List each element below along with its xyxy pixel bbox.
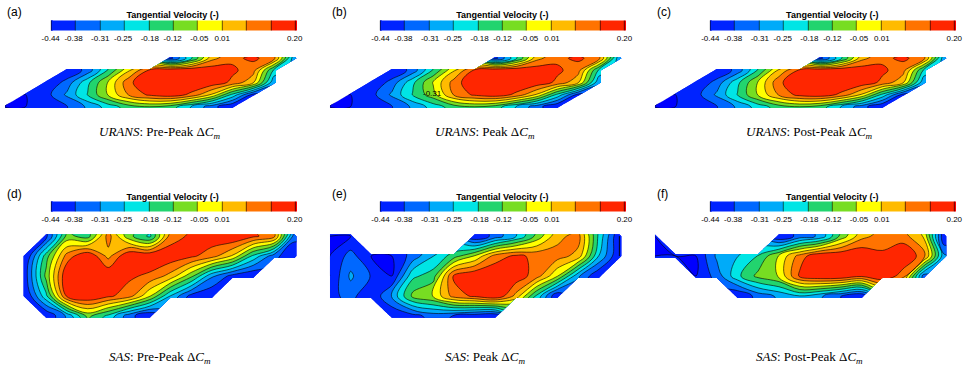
svg-text:-0.31: -0.31 [91, 215, 110, 224]
svg-text:-0.05: -0.05 [850, 215, 869, 224]
svg-text:0.20: 0.20 [946, 34, 962, 43]
svg-text:-0.44: -0.44 [42, 215, 61, 224]
svg-text:-0.38: -0.38 [724, 215, 743, 224]
svg-text:Tangential Velocity (-): Tangential Velocity (-) [456, 192, 548, 202]
svg-text:-0.44: -0.44 [42, 34, 61, 43]
svg-text:-0.25: -0.25 [114, 215, 133, 224]
svg-text:-0.25: -0.25 [114, 34, 133, 43]
svg-text:-0.05: -0.05 [520, 215, 539, 224]
svg-text:(e): (e) [332, 187, 347, 201]
svg-text:0.20: 0.20 [287, 34, 303, 43]
svg-text:(b): (b) [332, 5, 347, 19]
svg-text:-0.31: -0.31 [91, 34, 110, 43]
svg-text:0.01: 0.01 [544, 215, 560, 224]
svg-text:-0.25: -0.25 [444, 34, 463, 43]
svg-text:-0.05: -0.05 [190, 34, 209, 43]
svg-text:SAS: Post-Peak ΔC​m​: SAS: Post-Peak ΔC​m​ [756, 349, 863, 366]
svg-text:-0.25: -0.25 [774, 34, 793, 43]
svg-text:-0.18: -0.18 [800, 215, 819, 224]
svg-text:-0.12: -0.12 [164, 34, 183, 43]
svg-text:-0.31: -0.31 [421, 215, 440, 224]
svg-text:-0.12: -0.12 [823, 34, 842, 43]
svg-text:0.20: 0.20 [287, 215, 303, 224]
svg-text:0.20: 0.20 [617, 215, 633, 224]
svg-text:Tangential Velocity (-): Tangential Velocity (-) [126, 192, 218, 202]
svg-text:(a): (a) [7, 5, 22, 19]
svg-text:-0.38: -0.38 [724, 34, 743, 43]
svg-text:0.01: 0.01 [544, 34, 560, 43]
svg-text:URANS: Post-Peak ΔC​m​: URANS: Post-Peak ΔC​m​ [746, 124, 873, 141]
svg-text:-0.31: -0.31 [751, 34, 770, 43]
svg-text:-0.44: -0.44 [701, 34, 720, 43]
svg-text:-0.38: -0.38 [394, 34, 413, 43]
svg-text:-0.25: -0.25 [774, 215, 793, 224]
svg-text:-0.18: -0.18 [141, 34, 160, 43]
svg-text:SAS: Pre-Peak ΔC​m​: SAS: Pre-Peak ΔC​m​ [109, 349, 211, 366]
svg-text:URANS: Peak ΔC​m​: URANS: Peak ΔC​m​ [435, 124, 535, 141]
svg-text:-0.05: -0.05 [850, 34, 869, 43]
svg-text:(f): (f) [657, 187, 668, 201]
svg-text:0.01: 0.01 [874, 215, 890, 224]
svg-text:-0.44: -0.44 [371, 34, 390, 43]
svg-text:(c): (c) [657, 5, 671, 19]
svg-text:0.01: 0.01 [214, 34, 230, 43]
svg-text:-0.38: -0.38 [64, 215, 83, 224]
svg-text:-0.44: -0.44 [371, 215, 390, 224]
svg-text:-0.18: -0.18 [800, 34, 819, 43]
svg-text:-0.31: -0.31 [423, 89, 442, 98]
svg-text:Tangential Velocity (-): Tangential Velocity (-) [126, 10, 218, 20]
svg-text:Tangential Velocity (-): Tangential Velocity (-) [786, 192, 878, 202]
svg-text:0.01: 0.01 [874, 34, 890, 43]
svg-text:-0.31: -0.31 [751, 215, 770, 224]
svg-text:0.01: 0.01 [214, 215, 230, 224]
svg-text:-0.44: -0.44 [701, 215, 720, 224]
svg-text:-0.31: -0.31 [421, 34, 440, 43]
svg-text:(d): (d) [7, 187, 22, 201]
svg-text:-0.38: -0.38 [394, 215, 413, 224]
svg-text:-0.25: -0.25 [444, 215, 463, 224]
svg-text:-0.12: -0.12 [493, 34, 512, 43]
svg-text:Tangential Velocity (-): Tangential Velocity (-) [456, 10, 548, 20]
svg-text:-0.18: -0.18 [141, 215, 160, 224]
svg-text:URANS: Pre-Peak ΔC​m​: URANS: Pre-Peak ΔC​m​ [99, 124, 221, 141]
svg-text:0.20: 0.20 [617, 34, 633, 43]
svg-text:-0.18: -0.18 [470, 215, 489, 224]
svg-text:SAS: Peak ΔC​m​: SAS: Peak ΔC​m​ [445, 349, 525, 366]
svg-text:-0.05: -0.05 [190, 215, 209, 224]
svg-text:-0.05: -0.05 [520, 34, 539, 43]
svg-text:-0.12: -0.12 [493, 215, 512, 224]
svg-text:Tangential Velocity (-): Tangential Velocity (-) [786, 10, 878, 20]
svg-text:0.20: 0.20 [946, 215, 962, 224]
svg-text:-0.18: -0.18 [470, 34, 489, 43]
svg-text:-0.12: -0.12 [823, 215, 842, 224]
svg-text:-0.38: -0.38 [64, 34, 83, 43]
svg-text:-0.12: -0.12 [164, 215, 183, 224]
